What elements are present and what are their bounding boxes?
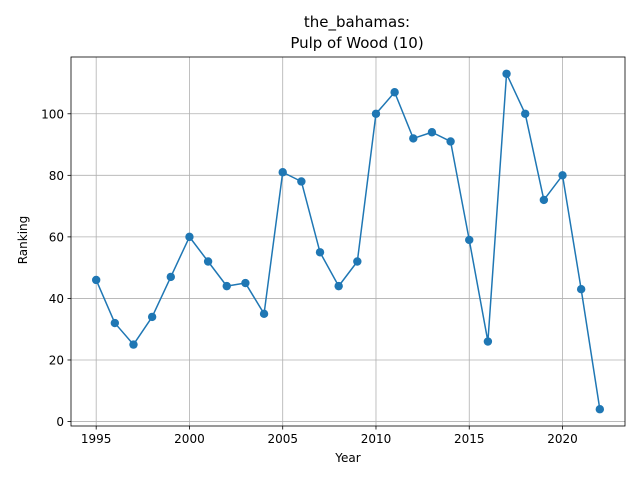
data-point bbox=[315, 248, 325, 257]
data-point bbox=[576, 285, 586, 294]
x-tick-label: 1995 bbox=[81, 432, 112, 446]
data-point bbox=[595, 405, 605, 414]
y-axis-label: Ranking bbox=[16, 216, 30, 265]
y-tick-label: 40 bbox=[49, 292, 64, 306]
x-tick-label: 2015 bbox=[454, 432, 485, 446]
y-tick-label: 60 bbox=[49, 230, 64, 244]
data-point bbox=[222, 281, 231, 291]
data-point bbox=[390, 88, 399, 97]
data-point bbox=[203, 257, 213, 266]
x-tick-label: 2000 bbox=[174, 432, 205, 446]
x-axis-label: Year bbox=[334, 451, 360, 465]
y-tick-label: 100 bbox=[41, 107, 64, 121]
grid-lines bbox=[71, 57, 625, 426]
y-tick-label: 0 bbox=[56, 415, 64, 429]
data-point bbox=[91, 275, 101, 285]
data-point bbox=[129, 340, 138, 349]
y-tick-label: 80 bbox=[49, 169, 64, 183]
x-tick-label: 2010 bbox=[361, 432, 392, 446]
data-point bbox=[110, 318, 120, 328]
data-point bbox=[521, 109, 530, 118]
plot-area-frame bbox=[70, 56, 626, 427]
data-point bbox=[297, 177, 306, 186]
data-point bbox=[539, 195, 549, 205]
axis-ticks: 1995 2000 2005 2010 2015 2020 0 20 40 60 80 100 bbox=[41, 107, 578, 446]
data-point bbox=[427, 128, 437, 137]
data-point bbox=[353, 257, 362, 266]
data-point bbox=[483, 337, 493, 346]
data-point bbox=[334, 281, 343, 291]
data-point bbox=[185, 232, 194, 242]
data-point bbox=[502, 69, 511, 78]
x-tick-label: 2020 bbox=[547, 432, 578, 446]
chart-title-line2: Pulp of Wood (10) bbox=[290, 34, 423, 52]
data-point bbox=[147, 312, 157, 322]
data-point bbox=[409, 134, 418, 143]
chart-title-line1: the_bahamas: bbox=[304, 13, 410, 32]
y-tick-label: 20 bbox=[49, 353, 64, 367]
data-point bbox=[166, 272, 175, 282]
data-point bbox=[278, 168, 287, 177]
data-point bbox=[241, 278, 250, 288]
data-point bbox=[371, 109, 381, 118]
series-line bbox=[95, 73, 601, 410]
data-point bbox=[465, 235, 474, 245]
data-series bbox=[91, 69, 605, 414]
data-point bbox=[259, 309, 269, 319]
data-point bbox=[446, 137, 455, 146]
data-point bbox=[558, 171, 567, 180]
x-tick-label: 2005 bbox=[267, 432, 298, 446]
